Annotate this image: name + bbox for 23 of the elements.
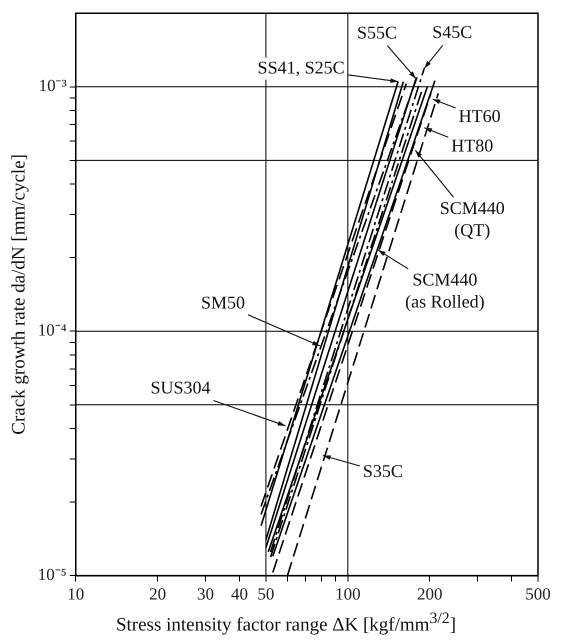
x-tick-label: 500 [525, 584, 551, 604]
x-tick-label: 100 [335, 584, 361, 604]
annotation: S35C [362, 461, 403, 482]
x-tick-label: 50 [257, 584, 274, 604]
y-tick-label: 10⁻⁴ [38, 320, 67, 340]
x-tick-label: 200 [416, 584, 442, 604]
x-tick-label: 40 [231, 584, 248, 604]
y-tick-label: 10⁻⁵ [38, 565, 67, 584]
annotation: S55C [356, 22, 397, 42]
y-axis-title: Crack growth rate da/dN [mm/cycle] [8, 154, 30, 435]
annotation: SCM440 (QT) [440, 198, 505, 240]
y-tick-label: 10⁻³ [38, 76, 67, 96]
x-axis-title: Stress intensity factor range ΔK [kgf/mm$^{3/2}$] [114, 610, 458, 636]
annotation: HT80 [451, 135, 494, 156]
annotation: S45C [432, 22, 472, 42]
x-tick-label: 30 [197, 584, 214, 604]
x-tick-label: 10 [67, 584, 84, 604]
x-tick-label: 20 [149, 584, 166, 604]
annotation: SUS304 [150, 378, 210, 398]
annotation: SCM440 (as Rolled) [405, 270, 485, 312]
annotation: SS41, S25C [258, 57, 345, 78]
annotation: HT60 [458, 106, 501, 126]
annotation: SM50 [200, 292, 245, 313]
